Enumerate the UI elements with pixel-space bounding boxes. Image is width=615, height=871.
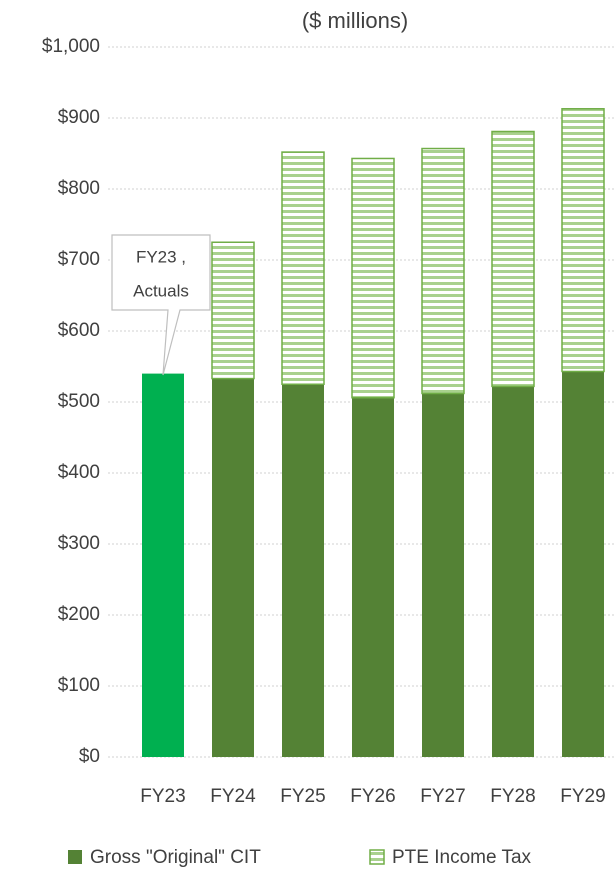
- y-tick-label: $300: [58, 533, 100, 554]
- y-tick-label: $900: [58, 107, 100, 128]
- bar-segment: [562, 371, 604, 757]
- y-tick-label: $400: [58, 462, 100, 483]
- annotation-line: FY23 ,: [136, 247, 186, 266]
- bar-segment: [281, 151, 325, 385]
- callout-box: [111, 234, 211, 376]
- bar-segment: [211, 241, 255, 380]
- y-tick-label: $500: [58, 391, 100, 412]
- legend-label: Gross "Original" CIT: [90, 847, 261, 868]
- y-tick-label: $200: [58, 604, 100, 625]
- legend-label: PTE Income Tax: [392, 847, 532, 868]
- bar-segment: [351, 157, 395, 399]
- legend-swatch: [68, 850, 82, 864]
- bar-segment: [561, 108, 605, 373]
- bar-segment: [212, 378, 254, 757]
- y-tick-label: $100: [58, 675, 100, 696]
- x-tick-label: FY27: [420, 786, 465, 807]
- y-tick-label: $1,000: [42, 36, 100, 57]
- y-tick-label: $800: [58, 178, 100, 199]
- x-tick-label: FY29: [560, 786, 605, 807]
- y-tick-label: $0: [79, 746, 100, 767]
- bar-segment: [491, 130, 535, 388]
- y-tick-label: $700: [58, 249, 100, 270]
- bar-segment: [421, 147, 465, 395]
- bar-segment: [352, 397, 394, 757]
- chart-title: ($ millions): [302, 8, 408, 33]
- bar-segment: [492, 386, 534, 757]
- bar-segment: [142, 373, 184, 757]
- bar-segment: [422, 393, 464, 757]
- x-tick-label: FY24: [210, 786, 256, 807]
- annotation-line: Actuals: [133, 281, 189, 300]
- x-tick-label: FY23: [140, 786, 185, 807]
- legend-swatch: [369, 849, 385, 865]
- x-tick-label: FY26: [350, 786, 395, 807]
- y-tick-label: $600: [58, 320, 100, 341]
- bar-segment: [282, 384, 324, 757]
- x-tick-label: FY28: [490, 786, 535, 807]
- x-tick-label: FY25: [280, 786, 325, 807]
